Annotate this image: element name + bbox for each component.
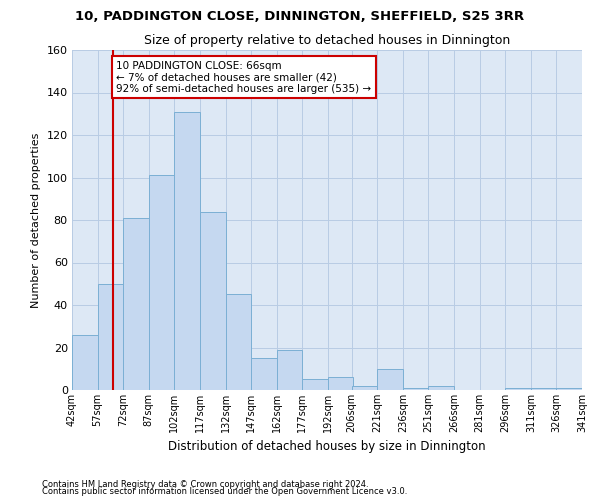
Bar [531,388,556,390]
Bar [403,388,428,390]
Bar [98,284,123,390]
Text: Contains HM Land Registry data © Crown copyright and database right 2024.: Contains HM Land Registry data © Crown c… [42,480,368,489]
Text: Contains public sector information licensed under the Open Government Licence v3: Contains public sector information licen… [42,487,407,496]
Y-axis label: Number of detached properties: Number of detached properties [31,132,41,308]
Bar [277,350,302,390]
Bar [328,378,353,390]
X-axis label: Distribution of detached houses by size in Dinnington: Distribution of detached houses by size … [168,440,486,454]
Bar [251,358,277,390]
Bar [556,388,582,390]
Bar [377,369,403,390]
Bar [428,386,454,390]
Title: Size of property relative to detached houses in Dinnington: Size of property relative to detached ho… [144,34,510,48]
Text: 10 PADDINGTON CLOSE: 66sqm
← 7% of detached houses are smaller (42)
92% of semi-: 10 PADDINGTON CLOSE: 66sqm ← 7% of detac… [116,60,371,94]
Bar [175,112,200,390]
Bar [352,386,377,390]
Bar [505,388,531,390]
Text: 10, PADDINGTON CLOSE, DINNINGTON, SHEFFIELD, S25 3RR: 10, PADDINGTON CLOSE, DINNINGTON, SHEFFI… [76,10,524,23]
Bar [149,176,175,390]
Bar [123,218,149,390]
Bar [302,380,328,390]
Bar [226,294,251,390]
Bar [72,335,98,390]
Bar [200,212,226,390]
